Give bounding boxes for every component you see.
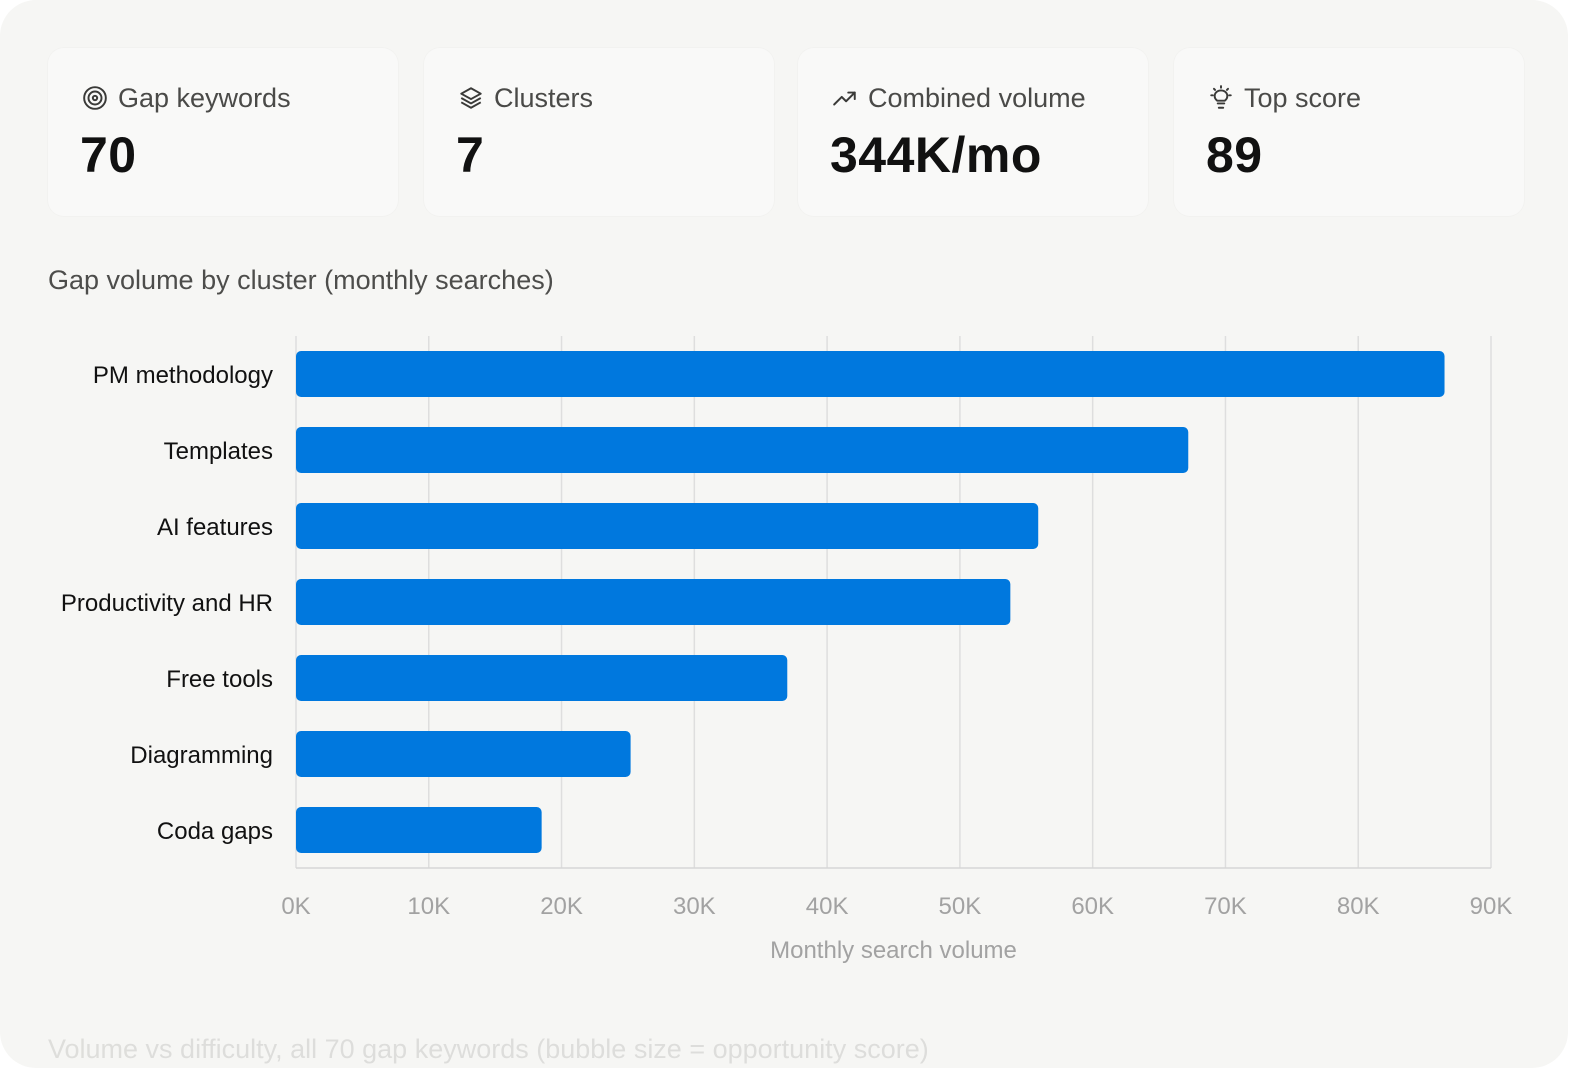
bar[interactable]	[296, 579, 1011, 625]
next-section-title: Volume vs difficulty, all 70 gap keyword…	[48, 1034, 929, 1064]
card-label: Gap keywords	[118, 82, 291, 113]
dashboard-panel: Gap keywords 70 Clusters 7	[0, 0, 1568, 1068]
x-axis-title: Monthly search volume	[770, 937, 1017, 964]
x-tick-label: 80K	[1337, 893, 1380, 920]
card-top-score: Top score 89	[1174, 48, 1524, 216]
card-label: Top score	[1244, 82, 1362, 113]
card-value: 89	[1206, 127, 1263, 183]
category-label: Templates	[164, 438, 273, 465]
layers-icon	[458, 85, 484, 111]
x-tick-label: 90K	[1470, 893, 1513, 920]
category-label: PM methodology	[93, 362, 273, 389]
x-tick-label: 70K	[1204, 893, 1247, 920]
card-value: 7	[456, 127, 485, 183]
x-tick-label: 30K	[673, 893, 716, 920]
card-label: Combined volume	[868, 82, 1086, 113]
target-icon	[82, 85, 108, 111]
chart-title: Gap volume by cluster (monthly searches)	[48, 265, 554, 295]
card-clusters: Clusters 7	[424, 48, 774, 216]
x-tick-label: 60K	[1071, 893, 1114, 920]
x-tick-label: 10K	[407, 893, 450, 920]
card-label: Clusters	[494, 82, 594, 113]
summary-cards: Gap keywords 70 Clusters 7	[48, 48, 1526, 216]
lightbulb-icon	[1208, 85, 1234, 111]
bar[interactable]	[296, 503, 1039, 549]
trending-up-icon	[832, 85, 858, 111]
category-label: AI features	[157, 514, 273, 541]
bar[interactable]	[296, 427, 1189, 473]
card-value: 70	[80, 127, 137, 183]
category-label: Free tools	[166, 666, 273, 693]
x-tick-label: 0K	[281, 893, 310, 920]
card-gap-keywords: Gap keywords 70	[48, 48, 398, 216]
category-label: Productivity and HR	[61, 590, 273, 617]
card-combined-volume: Combined volume 344K/mo	[798, 48, 1148, 216]
bar[interactable]	[296, 351, 1445, 397]
card-value: 344K/mo	[830, 127, 1042, 183]
bar[interactable]	[296, 807, 542, 853]
category-label: Coda gaps	[157, 818, 273, 845]
bar[interactable]	[296, 655, 788, 701]
bar[interactable]	[296, 731, 631, 777]
x-tick-label: 20K	[540, 893, 583, 920]
x-tick-label: 40K	[806, 893, 849, 920]
bar-chart: 0K 10K 20K 30K 40K 50K 60K 70K 80K 90K PM methodol…	[61, 336, 1513, 964]
category-label: Diagramming	[130, 742, 273, 769]
x-tick-label: 50K	[939, 893, 982, 920]
